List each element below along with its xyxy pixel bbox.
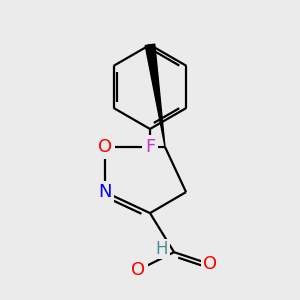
Text: N: N: [98, 183, 112, 201]
Text: F: F: [145, 138, 155, 156]
Text: O: O: [131, 261, 145, 279]
Text: O: O: [203, 255, 217, 273]
Text: O: O: [98, 138, 112, 156]
Polygon shape: [145, 44, 165, 147]
Text: H: H: [156, 240, 168, 258]
